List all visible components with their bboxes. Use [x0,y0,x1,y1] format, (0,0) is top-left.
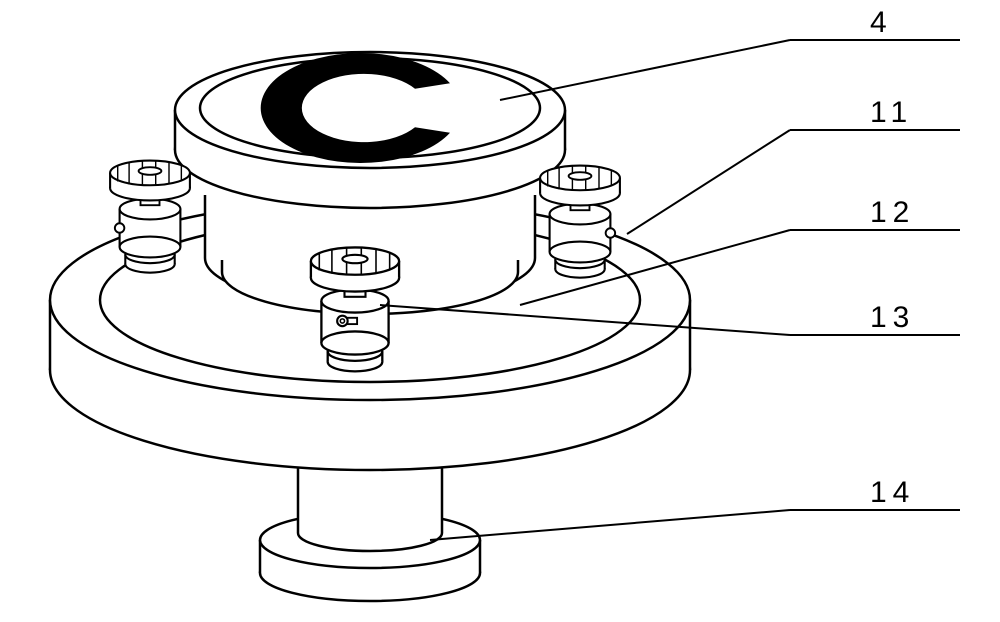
technical-drawing: 4 11 12 13 14 [0,0,1000,622]
callout-label: 13 [870,301,915,334]
top-disc [175,52,565,208]
callout-label: 11 [870,96,913,129]
callout-label: 14 [870,476,915,509]
callout-label: 4 [870,6,893,39]
callout-label: 12 [870,196,915,229]
